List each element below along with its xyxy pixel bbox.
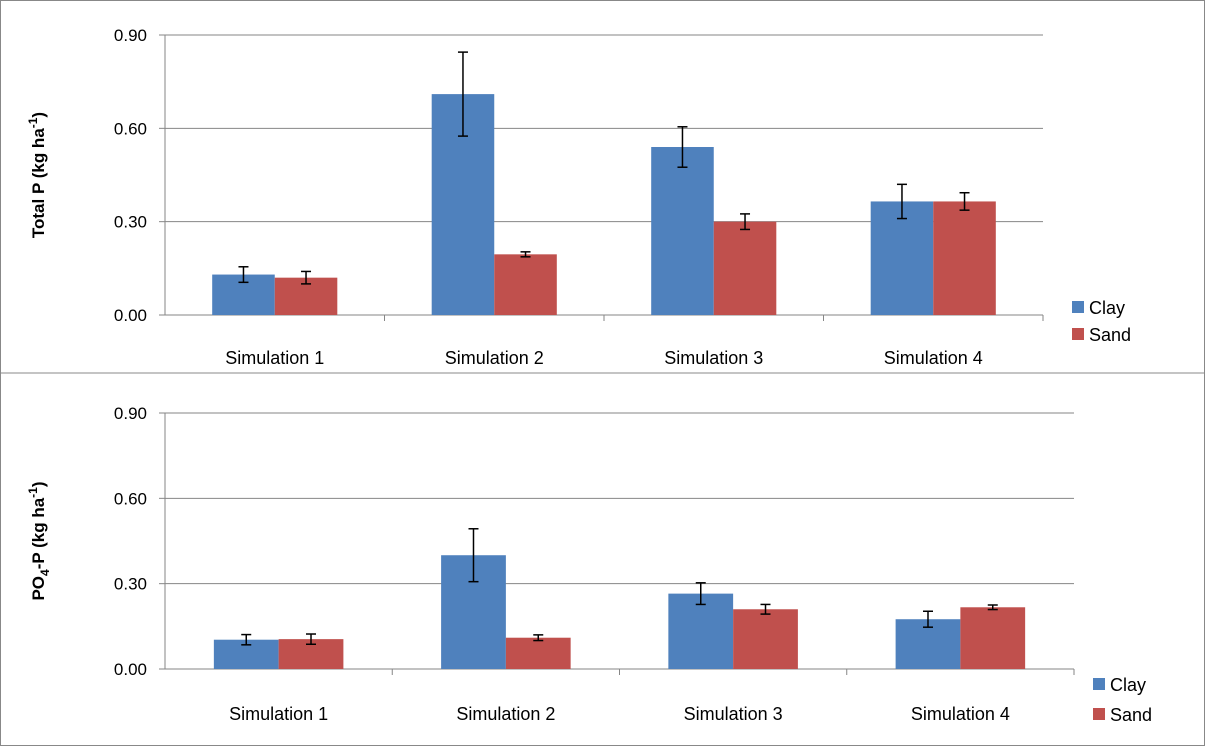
chart-1-ytick-label: 0.30: [114, 213, 147, 232]
chart-1: 0.00 0.30 0.60 0.90 Simulation 1 Simulation 2…: [26, 26, 1131, 368]
chart-2-bar-clay: [668, 593, 734, 669]
chart-2-legend-swatch-clay: [1093, 678, 1105, 690]
chart-1-legend-swatch-sand: [1072, 328, 1084, 340]
chart-2: 0.00 0.30 0.60 0.90 Simulation 1 Simulation 2…: [26, 404, 1152, 725]
chart-1-bar-clay: [870, 201, 934, 315]
chart-2-legend-label: Sand: [1110, 705, 1152, 725]
chart-1-bar-sand: [713, 221, 777, 315]
chart-2-bar-sand: [733, 609, 798, 669]
chart-2-bar-sand: [960, 607, 1026, 669]
chart-1-bar-sand: [494, 254, 557, 315]
chart-1-ytick-label: 0.00: [114, 306, 147, 325]
chart-1-ytick-label: 0.90: [114, 26, 147, 45]
chart-2-category-label: Simulation 2: [456, 704, 555, 724]
chart-2-legend-label: Clay: [1110, 675, 1146, 695]
chart-2-ytick-label: 0.00: [114, 660, 147, 679]
chart-2-ytick-label: 0.30: [114, 575, 147, 594]
chart-1-legend-swatch-clay: [1072, 301, 1084, 313]
chart-1-bar-sand: [933, 201, 996, 315]
chart-1-ytick-label: 0.60: [114, 119, 147, 138]
chart-1-category-label: Simulation 3: [664, 348, 763, 368]
chart-1-category-label: Simulation 1: [225, 348, 324, 368]
chart-2-ytick-label: 0.90: [114, 404, 147, 423]
chart-2-bar-sand: [505, 637, 571, 669]
chart-1-legend-label: Sand: [1089, 325, 1131, 345]
chart-2-category-label: Simulation 1: [229, 704, 328, 724]
chart-1-category-label: Simulation 2: [445, 348, 544, 368]
chart-2-category-label: Simulation 3: [684, 704, 783, 724]
chart-1-y-axis-label: Total P (kg ha-1): [26, 112, 48, 238]
chart-2-y-axis-label: PO4-P (kg ha-1): [26, 481, 52, 600]
chart-1-category-label: Simulation 4: [884, 348, 983, 368]
chart-2-legend-swatch-sand: [1093, 708, 1105, 720]
chart-1-bar-clay: [651, 147, 714, 315]
chart-1-legend-label: Clay: [1089, 298, 1125, 318]
chart-2-category-label: Simulation 4: [911, 704, 1010, 724]
chart-2-ytick-label: 0.60: [114, 489, 147, 508]
